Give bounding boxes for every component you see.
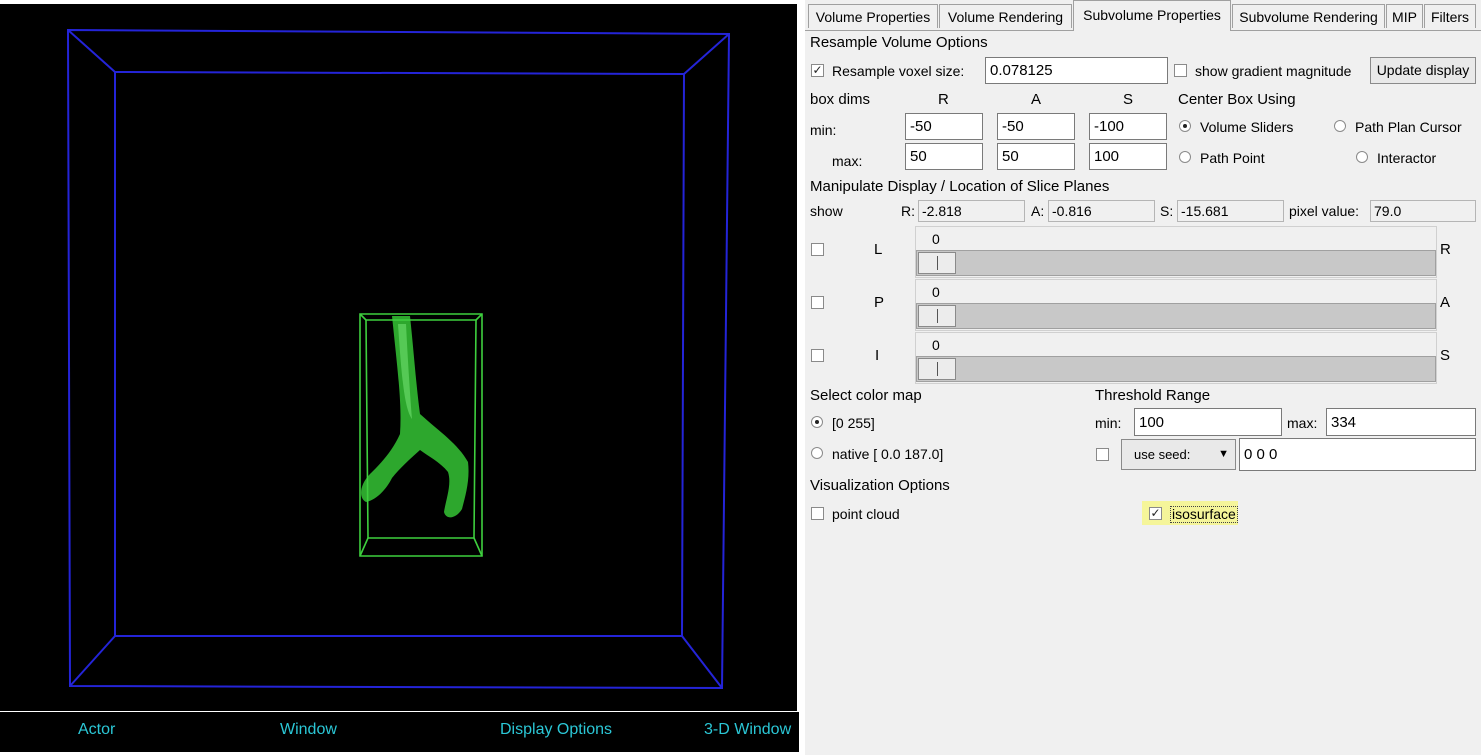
slider-l-checkbox[interactable] <box>811 243 824 256</box>
point-cloud-checkbox[interactable] <box>811 507 824 520</box>
voxel-size-input[interactable] <box>985 57 1168 84</box>
max-s-input[interactable] <box>1089 143 1167 170</box>
s-coord-value <box>1177 200 1284 222</box>
max-label: max: <box>832 153 863 169</box>
threshold-max-input[interactable] <box>1326 408 1476 436</box>
slider-is-handle[interactable] <box>918 358 956 380</box>
radio-path-point[interactable] <box>1179 151 1191 163</box>
min-label: min: <box>810 122 837 138</box>
3d-viewport[interactable] <box>0 4 797 711</box>
col-a-label: A <box>1031 91 1042 108</box>
tab-subvolume-properties[interactable]: Subvolume Properties <box>1073 0 1231 31</box>
slider-pa[interactable]: 0 <box>915 279 1437 331</box>
radio-volume-sliders[interactable] <box>1179 120 1191 132</box>
slider-pa-value: 0 <box>932 284 940 300</box>
a-coord-label: A: <box>1031 203 1045 219</box>
radio-path-plan-cursor[interactable] <box>1334 120 1346 132</box>
slider-pa-track[interactable] <box>916 303 1436 329</box>
col-r-label: R <box>938 91 949 108</box>
s-coord-label: S: <box>1160 203 1174 219</box>
3d-scene <box>66 28 731 690</box>
max-a-input[interactable] <box>997 143 1075 170</box>
slider-is[interactable]: 0 <box>915 332 1437 384</box>
tab-bar: Volume Properties Volume Rendering Subvo… <box>805 0 1481 31</box>
status-actor[interactable]: Actor <box>78 721 116 738</box>
update-display-button[interactable]: Update display <box>1370 57 1476 84</box>
visualization-section-title: Visualization Options <box>810 477 950 494</box>
r-coord-label: R: <box>901 203 915 219</box>
min-a-input[interactable] <box>997 113 1075 140</box>
gradient-label: show gradient magnitude <box>1195 63 1352 79</box>
point-cloud-label: point cloud <box>832 506 900 522</box>
volume-sliders-label: Volume Sliders <box>1200 119 1294 135</box>
colormap-opt2-label: native [ 0.0 187.0] <box>832 446 944 462</box>
path-point-label: Path Point <box>1200 150 1265 166</box>
colormap-section-title: Select color map <box>810 387 922 404</box>
isosurface-label: isosurface <box>1170 506 1238 523</box>
manipulate-section-title: Manipulate Display / Location of Slice P… <box>810 178 1110 195</box>
tab-mip[interactable]: MIP <box>1386 4 1423 28</box>
colormap-opt1-label: [0 255] <box>832 415 875 431</box>
slider-p-checkbox[interactable] <box>811 296 824 309</box>
status-window[interactable]: Window <box>280 721 337 738</box>
tab-subvolume-rendering[interactable]: Subvolume Rendering <box>1232 4 1385 28</box>
min-s-input[interactable] <box>1089 113 1167 140</box>
seed-input[interactable] <box>1239 438 1476 471</box>
slider-is-value: 0 <box>932 337 940 353</box>
min-r-input[interactable] <box>905 113 983 140</box>
tab-volume-rendering[interactable]: Volume Rendering <box>939 4 1072 28</box>
isosurface-checkbox[interactable]: ✓ <box>1149 506 1162 520</box>
radio-colormap-native[interactable] <box>811 447 823 459</box>
resample-checkbox[interactable]: ✓ <box>811 63 824 77</box>
resample-voxel-label: Resample voxel size: <box>832 63 965 79</box>
slider-pa-handle[interactable] <box>918 305 956 327</box>
use-seed-label: use seed: <box>1134 447 1191 462</box>
radio-interactor[interactable] <box>1356 151 1368 163</box>
use-seed-checkbox[interactable] <box>1096 448 1109 461</box>
slider-lr[interactable]: 0 <box>915 226 1437 278</box>
max-r-input[interactable] <box>905 143 983 170</box>
radio-colormap-0-255[interactable] <box>811 416 823 428</box>
slider-is-track[interactable] <box>916 356 1436 382</box>
status-bar: Actor Window Display Options 3-D Window <box>0 712 799 752</box>
subvolume-box <box>359 313 483 557</box>
slider-lr-value: 0 <box>932 231 940 247</box>
gradient-checkbox[interactable] <box>1174 64 1187 77</box>
threshold-section-title: Threshold Range <box>1095 387 1211 404</box>
path-plan-cursor-label: Path Plan Cursor <box>1355 119 1462 135</box>
col-s-label: S <box>1123 91 1134 108</box>
threshold-min-input[interactable] <box>1134 408 1282 436</box>
slider-l-left-label: L <box>874 241 883 258</box>
vessel-isosurface <box>361 316 469 518</box>
pixel-value <box>1370 200 1476 222</box>
threshold-max-label: max: <box>1287 415 1318 431</box>
use-seed-dropdown[interactable]: use seed: ▼ <box>1121 439 1236 470</box>
properties-panel: Volume Properties Volume Rendering Subvo… <box>805 0 1481 755</box>
slider-lr-handle[interactable] <box>918 252 956 274</box>
slider-i-right-label: S <box>1440 347 1451 364</box>
tab-volume-properties[interactable]: Volume Properties <box>808 4 938 28</box>
interactor-label: Interactor <box>1377 150 1437 166</box>
volume-bounding-box <box>66 28 731 690</box>
status-3d-window[interactable]: 3-D Window <box>704 721 792 738</box>
center-box-label: Center Box Using <box>1178 91 1296 108</box>
slider-lr-track[interactable] <box>916 250 1436 276</box>
status-display-options[interactable]: Display Options <box>500 721 613 738</box>
box-dims-label: box dims <box>810 91 871 108</box>
tab-filters[interactable]: Filters <box>1424 4 1476 28</box>
slider-p-right-label: A <box>1440 294 1451 311</box>
slider-l-right-label: R <box>1440 241 1451 258</box>
a-coord-value <box>1048 200 1155 222</box>
slider-i-left-label: I <box>875 347 880 364</box>
resample-section-title: Resample Volume Options <box>810 34 988 51</box>
threshold-min-label: min: <box>1095 415 1122 431</box>
r-coord-value <box>918 200 1025 222</box>
chevron-down-icon: ▼ <box>1218 448 1229 460</box>
slider-i-checkbox[interactable] <box>811 349 824 362</box>
pixel-value-label: pixel value: <box>1289 203 1360 219</box>
show-label: show <box>810 203 843 219</box>
slider-p-left-label: P <box>874 294 885 311</box>
